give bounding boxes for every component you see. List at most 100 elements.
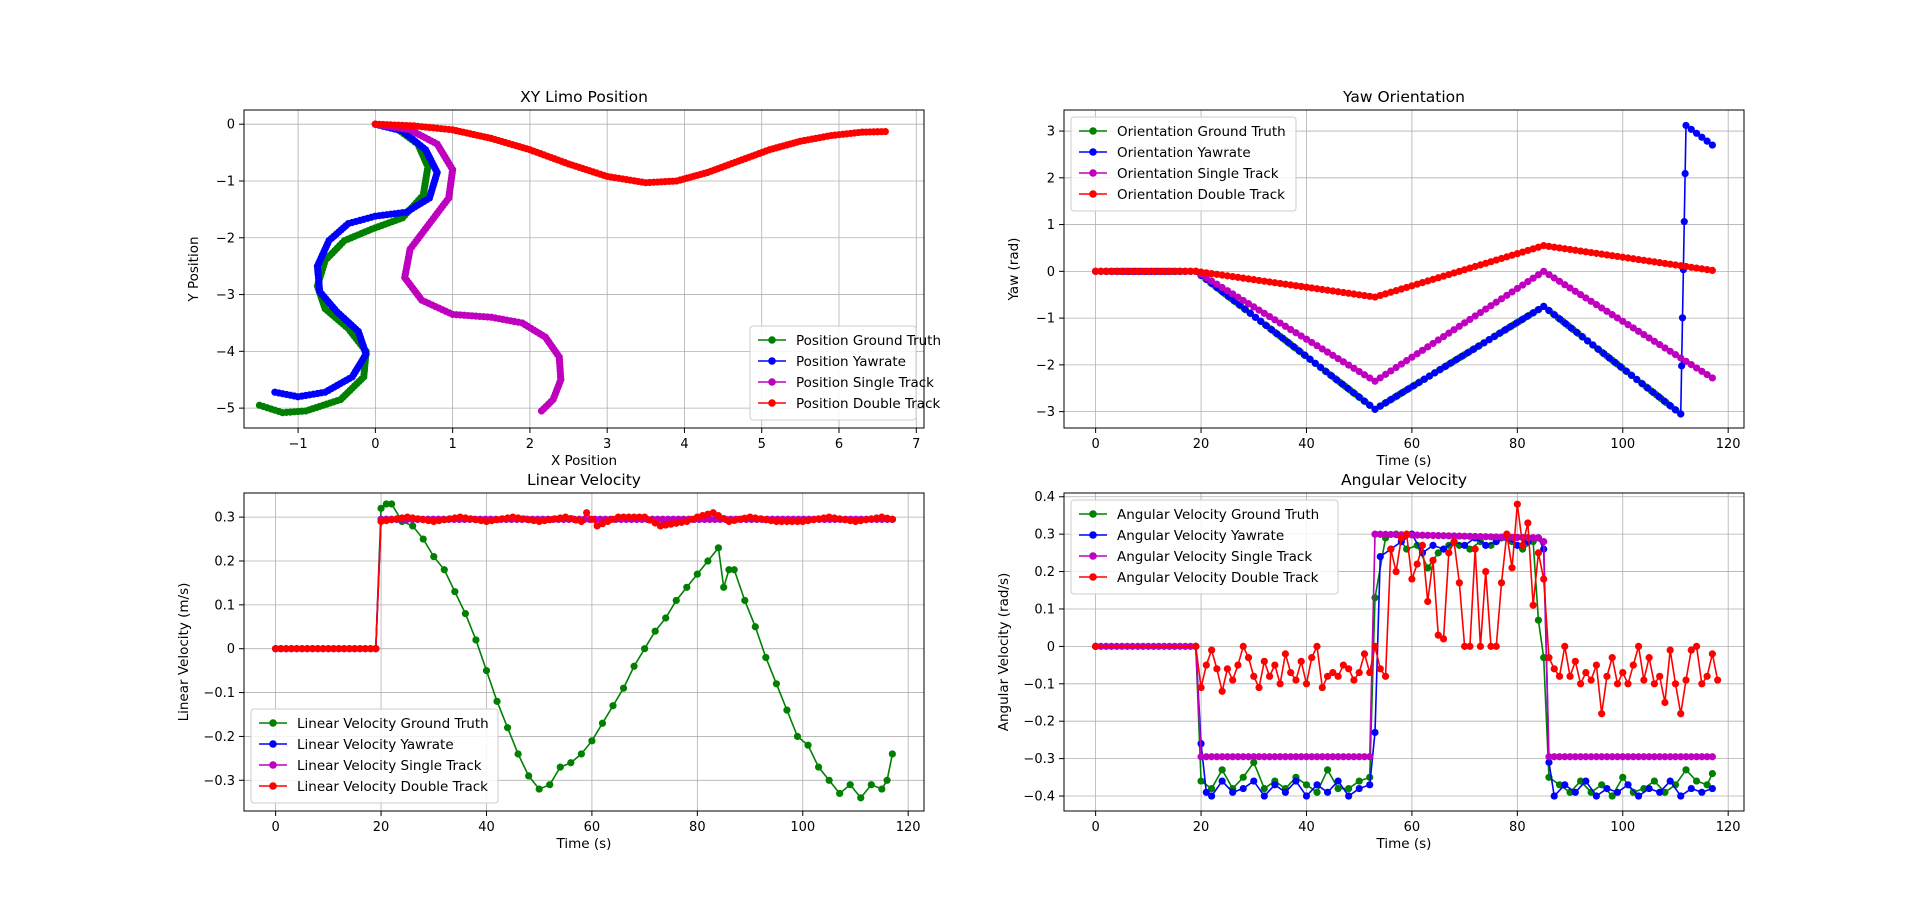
- data-point: [1262, 322, 1270, 330]
- data-point: [793, 732, 802, 741]
- data-point: [651, 519, 659, 527]
- data-point: [1503, 530, 1511, 538]
- data-point: [1345, 784, 1353, 793]
- x-tick-label: 0: [371, 437, 379, 452]
- legend-swatch-marker: [1089, 573, 1097, 581]
- data-point: [1650, 680, 1658, 688]
- data-point: [1102, 267, 1110, 275]
- data-point: [1545, 307, 1553, 315]
- data-point: [1644, 384, 1652, 392]
- legend-item: Position Double Track: [758, 396, 940, 412]
- data-point: [1619, 753, 1627, 761]
- data-point: [1583, 337, 1592, 345]
- data-point: [1492, 298, 1500, 306]
- data-point: [1656, 788, 1664, 796]
- data-point: [1429, 339, 1437, 348]
- data-point: [1313, 642, 1321, 650]
- data-point: [1287, 281, 1295, 289]
- data-point: [567, 759, 575, 767]
- data-point: [1213, 753, 1221, 761]
- data-point: [641, 513, 649, 521]
- data-point: [1692, 753, 1701, 761]
- data-point: [1338, 380, 1347, 388]
- data-point: [1308, 753, 1316, 761]
- data-point: [430, 553, 438, 561]
- data-point: [1571, 246, 1579, 254]
- data-point: [1366, 781, 1374, 789]
- data-point: [1534, 616, 1543, 624]
- data-point: [1678, 362, 1686, 370]
- data-point: [287, 645, 296, 653]
- data-point: [314, 645, 322, 653]
- data-point: [335, 645, 343, 653]
- y-tick-label: 1: [1047, 218, 1055, 233]
- data-point: [1587, 297, 1595, 305]
- data-point: [1708, 374, 1716, 382]
- data-point: [793, 517, 802, 526]
- data-point: [1485, 335, 1493, 344]
- data-point: [1381, 530, 1390, 538]
- axes-frame: [243, 109, 925, 429]
- data-point: [1318, 345, 1326, 353]
- data-point: [1703, 753, 1711, 761]
- data-point: [1371, 728, 1379, 737]
- data-point: [1371, 530, 1379, 538]
- legend-item: Orientation Double Track: [1079, 187, 1285, 203]
- x-tick-label: 40: [478, 820, 495, 835]
- data-point: [1197, 777, 1205, 785]
- legend-label: Orientation Yawrate: [1117, 145, 1251, 161]
- data-point: [1376, 553, 1384, 561]
- data-point: [1281, 788, 1289, 796]
- data-point: [625, 513, 633, 521]
- data-point: [1218, 271, 1226, 279]
- data-point: [303, 645, 311, 653]
- data-point: [1281, 650, 1289, 658]
- data-point: [409, 522, 417, 530]
- data-point: [1677, 710, 1685, 718]
- data-point: [1250, 276, 1258, 284]
- data-point: [1155, 267, 1163, 275]
- data-point: [1519, 541, 1527, 549]
- data-point: [1150, 267, 1158, 275]
- data-point: [1355, 367, 1363, 376]
- legend-swatch-marker: [1089, 148, 1097, 156]
- data-point: [1329, 287, 1337, 295]
- data-point: [1355, 784, 1363, 793]
- data-point: [888, 515, 896, 523]
- data-point: [372, 645, 380, 653]
- data-point: [1413, 350, 1421, 358]
- data-point: [1461, 532, 1469, 540]
- data-point: [1213, 270, 1221, 278]
- data-point: [635, 513, 643, 521]
- data-point: [1318, 753, 1326, 761]
- data-point: [1345, 289, 1353, 297]
- data-point: [1128, 267, 1137, 275]
- data-point: [1587, 248, 1595, 257]
- data-point: [1566, 672, 1574, 680]
- data-point: [1218, 777, 1226, 785]
- x-tick-label: 120: [1716, 820, 1741, 835]
- x-tick-label: 80: [1509, 820, 1526, 835]
- x-axis-label: Time (s): [1376, 453, 1432, 469]
- data-point: [1218, 687, 1226, 695]
- data-point: [1202, 661, 1210, 669]
- legend-item: Angular Velocity Single Track: [1079, 549, 1312, 565]
- data-point: [1680, 218, 1688, 226]
- data-point: [1482, 541, 1490, 549]
- subplot-3: 0 20 40 60 80 100 120 −0.3 −0.2 −0.1 0 0.1 0.2 0.3 Lin…: [176, 471, 925, 852]
- legend-swatch-marker: [768, 378, 776, 386]
- y-tick-label: 2: [1047, 171, 1055, 186]
- data-point: [1250, 758, 1258, 766]
- data-point: [1271, 661, 1279, 669]
- y-tick-label: 0.3: [214, 511, 235, 526]
- data-point: [1666, 753, 1674, 761]
- data-point: [1555, 277, 1564, 285]
- data-point: [1371, 377, 1379, 385]
- data-point: [1476, 308, 1485, 317]
- data-point: [1223, 665, 1232, 673]
- data-point: [1640, 753, 1648, 761]
- data-point: [1529, 274, 1537, 282]
- data-point: [1592, 301, 1601, 309]
- data-point: [672, 596, 680, 605]
